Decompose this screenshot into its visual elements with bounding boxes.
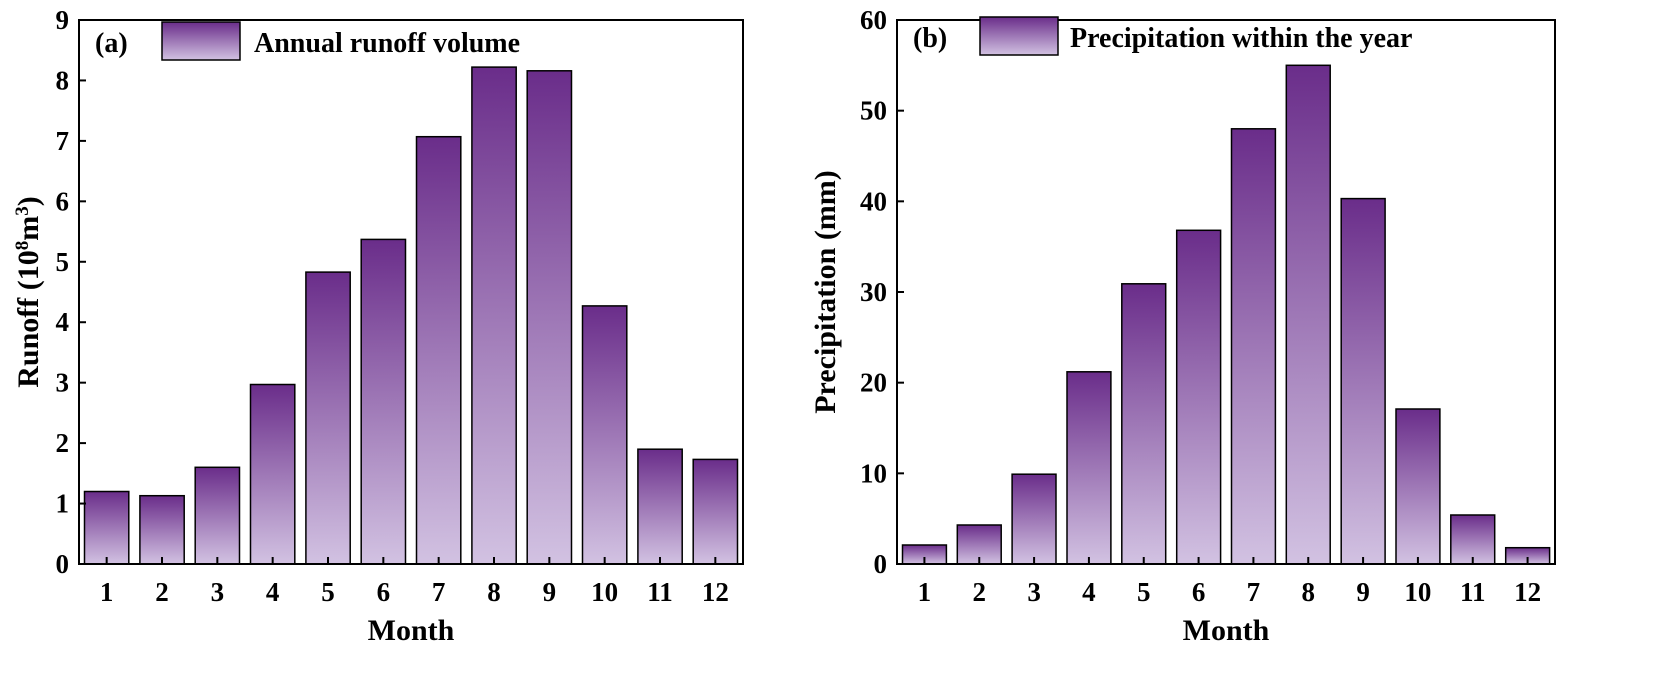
precipitation-bar-month-6 (1175, 229, 1222, 565)
runoff-x-tick-label: 5 (321, 577, 335, 607)
runoff-y-tick-label: 3 (56, 368, 70, 398)
runoff-legend-swatch (161, 21, 241, 61)
runoff-bar-month-10 (581, 305, 628, 565)
runoff-bar-month-7 (415, 135, 462, 565)
runoff-y-tick-label: 9 (56, 5, 70, 35)
runoff-legend-label: Annual runoff volume (254, 28, 520, 59)
runoff-y-title-sup1: 8 (12, 241, 33, 251)
precipitation-x-tick-label: 6 (1192, 577, 1206, 607)
precipitation-x-ticks: 1 2 3 4 5 6 7 8 9 10 11 12 (918, 557, 1541, 607)
precipitation-bar-month-4 (1066, 371, 1112, 565)
runoff-y-tick-label: 5 (56, 247, 70, 277)
runoff-x-tick-label: 11 (647, 577, 673, 607)
precipitation-x-tick-label: 1 (918, 577, 932, 607)
runoff-bar-month-11 (637, 448, 683, 565)
runoff-y-title-suffix: ) (12, 196, 45, 206)
precipitation-y-tick-label: 40 (860, 186, 887, 216)
precipitation-x-tick-label: 5 (1137, 577, 1151, 607)
runoff-bar-month-1 (83, 490, 130, 565)
precipitation-y-ticks: 0 10 20 30 40 50 60 (860, 5, 904, 579)
precipitation-x-tick-label: 9 (1356, 577, 1370, 607)
runoff-y-tick-label: 6 (56, 186, 70, 216)
precipitation-legend-label: Precipitation within the year (1070, 23, 1412, 54)
precipitation-bar-month-7 (1230, 128, 1277, 565)
precipitation-y-axis-title: Precipitation (mm) (809, 170, 842, 414)
runoff-bars (83, 66, 739, 565)
precipitation-panel-tag: (b) (913, 23, 947, 54)
precipitation-x-tick-label: 3 (1027, 577, 1041, 607)
precipitation-bar-month-8 (1285, 64, 1331, 565)
runoff-y-tick-label: 2 (56, 428, 70, 458)
precipitation-y-tick-label: 30 (860, 277, 887, 307)
precipitation-x-tick-label: 2 (973, 577, 987, 607)
precipitation-bar-month-9 (1340, 197, 1386, 565)
runoff-x-axis-title: Month (368, 614, 455, 647)
precipitation-x-tick-label: 4 (1082, 577, 1096, 607)
precipitation-plot-frame (896, 19, 1556, 565)
runoff-bar-month-3 (194, 466, 241, 565)
runoff-y-tick-label: 8 (56, 65, 70, 95)
precipitation-bar-month-3 (1011, 473, 1057, 565)
precipitation-x-tick-label: 7 (1247, 577, 1261, 607)
precipitation-y-tick-label: 10 (860, 458, 887, 488)
runoff-plot-frame (78, 19, 744, 565)
runoff-x-tick-label: 10 (591, 577, 618, 607)
runoff-y-title-sup2: 3 (12, 206, 33, 216)
runoff-y-axis-title: Runoff (108m3) (12, 196, 46, 388)
precipitation-bar-month-5 (1121, 283, 1167, 565)
runoff-x-tick-label: 6 (377, 577, 391, 607)
runoff-legend: Annual runoff volume (161, 21, 520, 61)
runoff-x-tick-label: 9 (543, 577, 557, 607)
runoff-x-tick-label: 7 (432, 577, 446, 607)
precipitation-x-tick-label: 11 (1460, 577, 1486, 607)
runoff-bar-month-8 (471, 66, 517, 565)
precipitation-bars (901, 64, 1551, 565)
runoff-y-tick-label: 0 (56, 549, 70, 579)
runoff-x-tick-label: 1 (100, 577, 114, 607)
runoff-y-tick-label: 4 (56, 307, 70, 337)
runoff-y-title-mid: m (12, 216, 45, 241)
runoff-y-tick-label: 7 (56, 126, 70, 156)
precipitation-x-tick-label: 12 (1514, 577, 1541, 607)
precipitation-x-tick-label: 8 (1302, 577, 1316, 607)
runoff-bar-month-9 (526, 70, 573, 565)
precipitation-bar-month-10 (1395, 408, 1441, 565)
runoff-bar-month-5 (305, 271, 351, 565)
runoff-bar-month-2 (139, 494, 185, 565)
precipitation-bar-month-11 (1450, 514, 1496, 565)
precipitation-legend: Precipitation within the year (979, 16, 1412, 56)
runoff-y-tick-label: 1 (56, 489, 70, 519)
runoff-x-tick-label: 12 (702, 577, 729, 607)
runoff-y-title-prefix: Runoff (10 (12, 250, 45, 388)
runoff-x-tick-label: 8 (487, 577, 501, 607)
runoff-x-ticks: 1 2 3 4 5 6 7 8 9 10 11 12 (100, 557, 729, 607)
precipitation-x-tick-label: 10 (1404, 577, 1431, 607)
runoff-bar-month-12 (692, 458, 739, 565)
precipitation-y-tick-label: 20 (860, 368, 887, 398)
runoff-panel-tag: (a) (95, 28, 128, 59)
runoff-x-tick-label: 3 (211, 577, 225, 607)
runoff-y-ticks: 0 1 2 3 4 5 6 7 8 9 (56, 5, 86, 579)
runoff-bar-month-6 (360, 238, 407, 565)
precipitation-y-tick-label: 50 (860, 96, 887, 126)
runoff-x-tick-label: 2 (155, 577, 169, 607)
runoff-x-tick-label: 4 (266, 577, 280, 607)
precipitation-y-tick-label: 0 (874, 549, 888, 579)
precipitation-legend-swatch (979, 16, 1059, 56)
precipitation-y-tick-label: 60 (860, 5, 887, 35)
precipitation-x-axis-title: Month (1183, 614, 1270, 647)
runoff-bar-month-4 (249, 383, 296, 565)
